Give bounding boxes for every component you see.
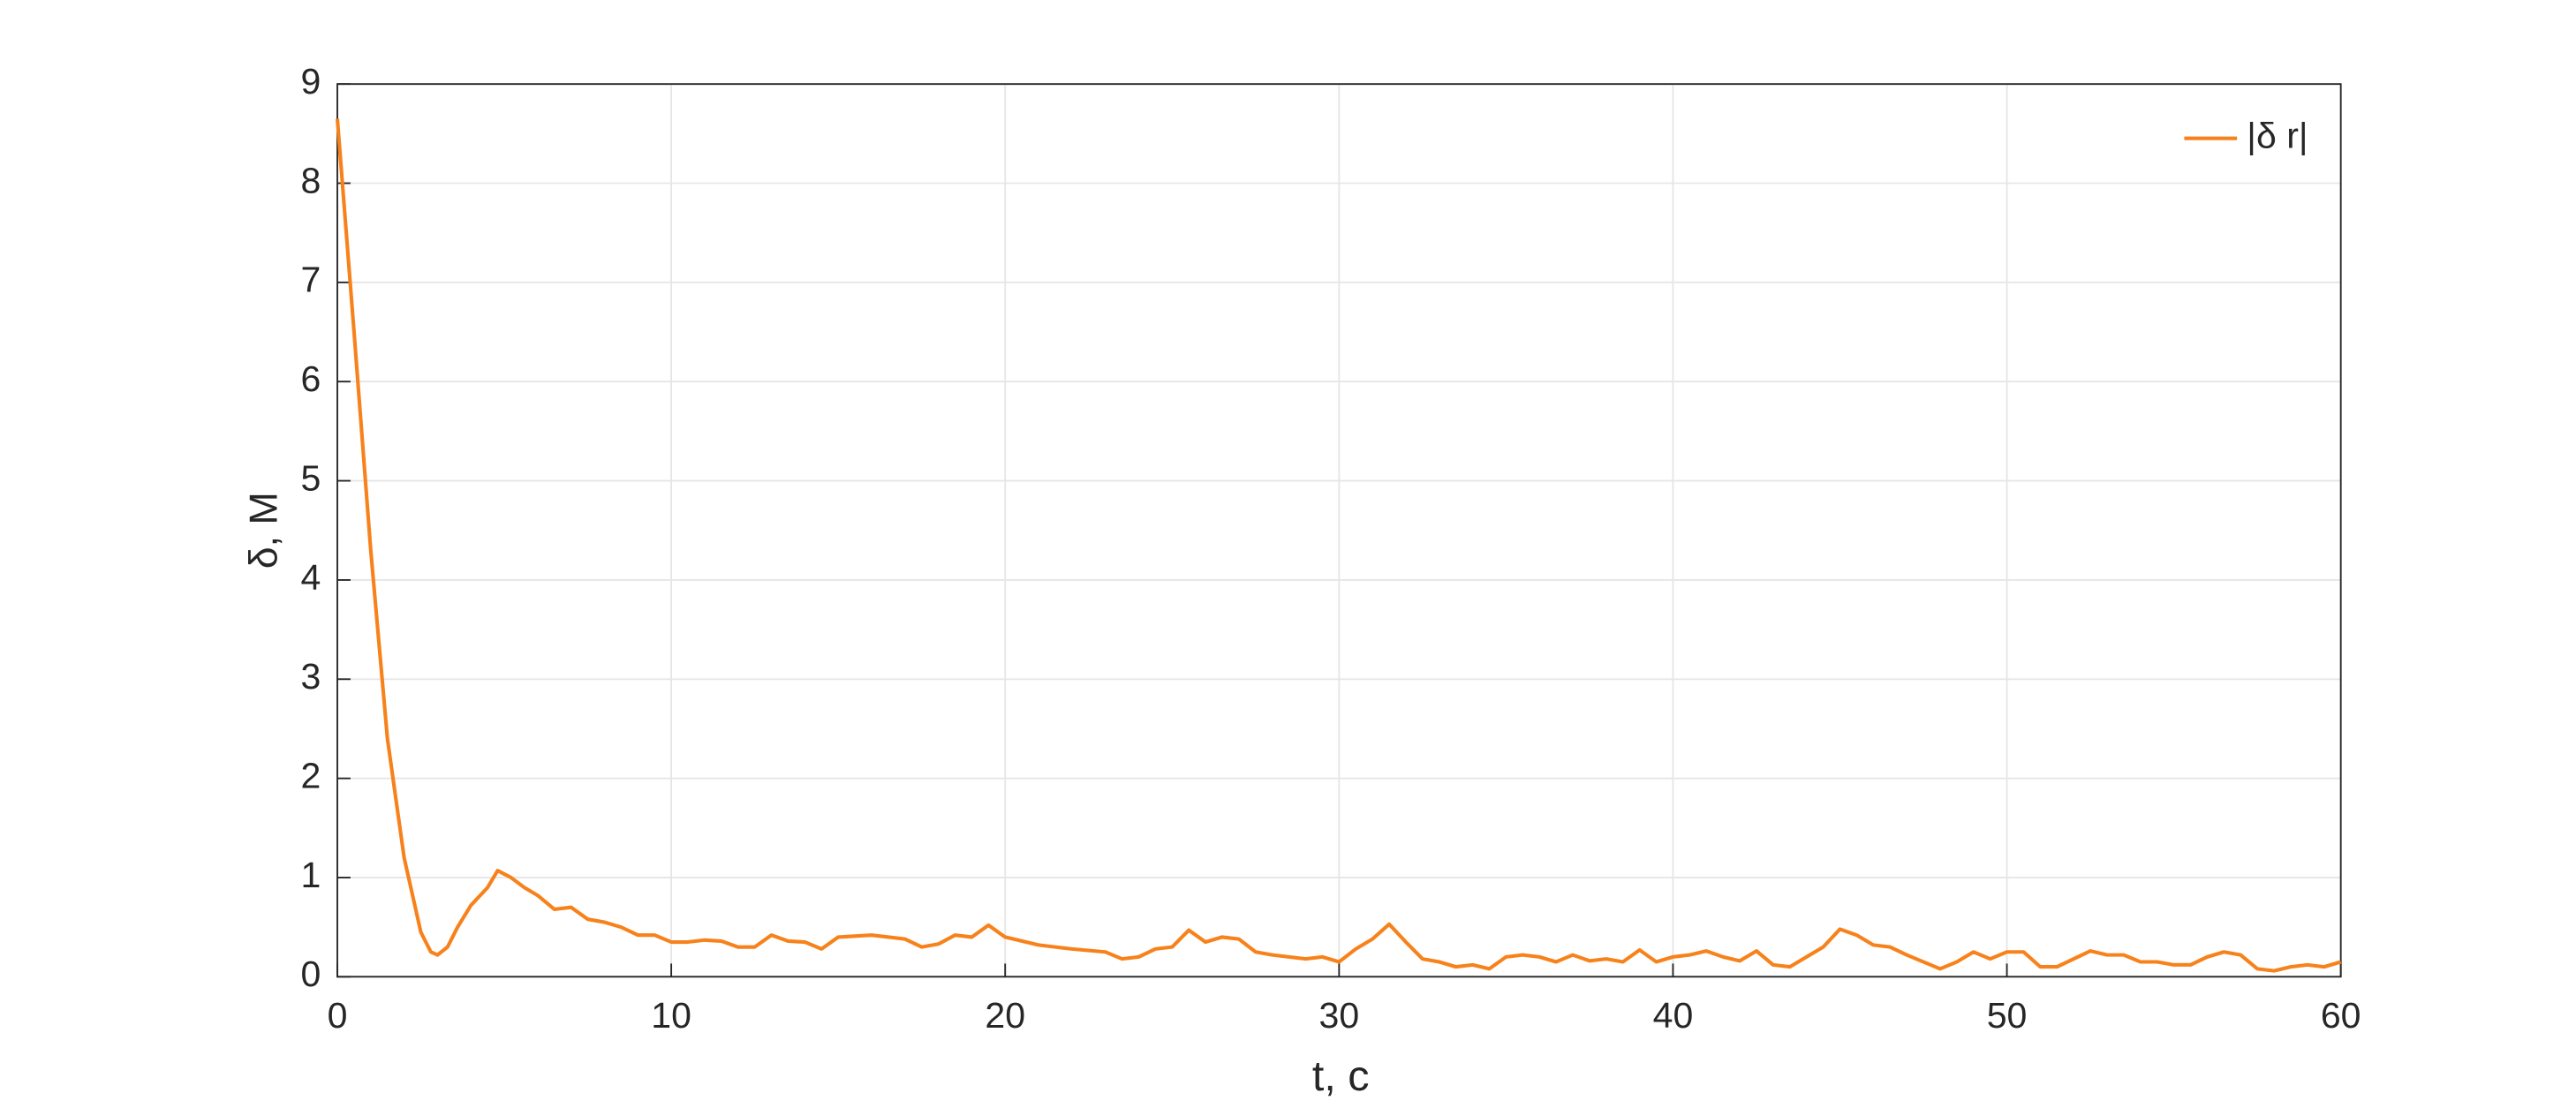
legend-label: |δ r| <box>2247 116 2308 156</box>
x-tick-label: 40 <box>1653 995 1694 1036</box>
y-tick-label: 2 <box>301 755 321 795</box>
y-tick-label: 3 <box>301 656 321 697</box>
y-axis-label: δ, М <box>242 492 286 569</box>
y-tick-label: 8 <box>301 160 321 200</box>
y-tick-label: 5 <box>301 457 321 498</box>
y-tick-label: 7 <box>301 260 321 300</box>
series-line <box>335 118 2342 973</box>
x-tick-label: 60 <box>2321 995 2361 1036</box>
x-tick-label: 10 <box>651 995 691 1036</box>
y-tick-label: 4 <box>301 557 321 598</box>
x-tick-label: 50 <box>1987 995 2028 1036</box>
x-tick-label: 20 <box>985 995 1025 1036</box>
y-tick-label: 9 <box>301 61 321 102</box>
x-tick-label: 30 <box>1319 995 1360 1036</box>
y-tick-label: 0 <box>301 953 321 994</box>
axes-box <box>336 83 2342 978</box>
y-tick-label: 1 <box>301 855 321 895</box>
x-axis-label: t, с <box>1312 1052 1370 1100</box>
y-tick-label: 6 <box>301 358 321 399</box>
x-tick-label: 0 <box>328 995 348 1036</box>
